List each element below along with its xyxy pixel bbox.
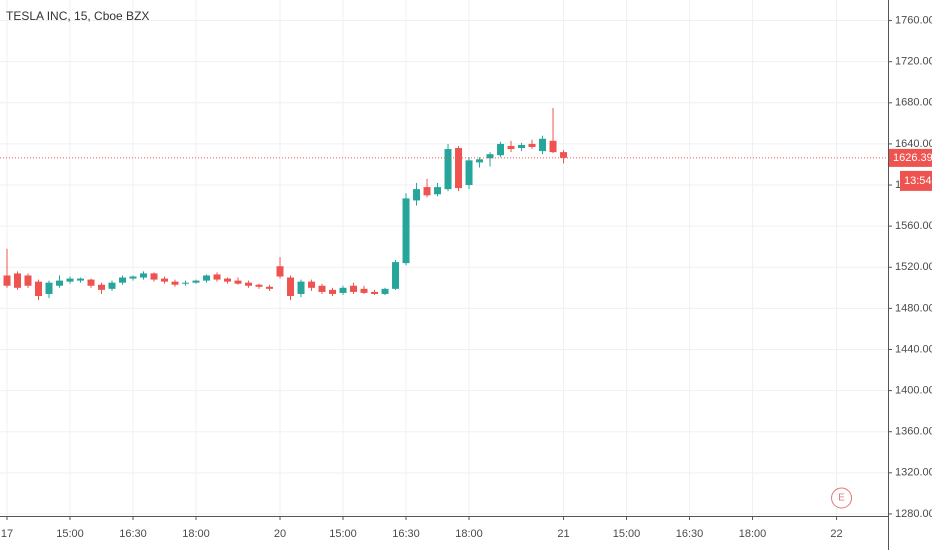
candle-body xyxy=(486,154,494,159)
y-tick-label: 1760.00 xyxy=(895,14,932,26)
candle-body xyxy=(140,273,148,278)
candle-body xyxy=(381,288,389,294)
candle-body xyxy=(507,145,515,150)
candle-body xyxy=(119,277,127,283)
y-tick-label: 1520.00 xyxy=(895,261,932,273)
candle-body xyxy=(497,143,505,156)
candle-body xyxy=(287,277,295,297)
candle-body xyxy=(213,274,221,280)
candle-body xyxy=(245,282,253,286)
x-tick-label: 16:30 xyxy=(119,528,147,540)
candle-body xyxy=(518,144,526,149)
chart-title: TESLA INC, 15, Cboe BZX xyxy=(6,9,149,23)
candle-body xyxy=(413,189,421,201)
candle-body xyxy=(423,187,431,196)
candle-body xyxy=(161,278,169,282)
candle-body xyxy=(549,140,557,153)
candle-body xyxy=(350,285,358,292)
candle-body xyxy=(87,279,95,286)
earnings-marker[interactable] xyxy=(831,487,853,509)
candle-body xyxy=(129,276,137,279)
candle-body xyxy=(392,262,400,289)
y-tick-label: 1720.00 xyxy=(895,56,932,68)
candle-body xyxy=(150,273,158,280)
candle-body xyxy=(66,278,74,282)
candle-body xyxy=(24,275,32,286)
candles: E xyxy=(0,107,888,509)
candle-body xyxy=(234,280,242,284)
candle-body xyxy=(203,275,211,281)
candle-body xyxy=(192,280,200,283)
candle-body xyxy=(182,282,190,284)
candle-body xyxy=(77,278,85,281)
candle-body xyxy=(266,286,274,289)
last-price-box xyxy=(889,148,932,167)
candle-body xyxy=(318,285,326,292)
x-tick-label: 15:00 xyxy=(329,528,357,540)
countdown-box xyxy=(900,170,932,191)
candle-body xyxy=(224,278,232,282)
candle-body xyxy=(560,152,568,158)
candle-body xyxy=(371,291,379,294)
candle-body xyxy=(3,275,11,286)
candle-body xyxy=(276,266,284,277)
candle-body xyxy=(14,273,22,288)
candle-body xyxy=(339,287,347,293)
candle-body xyxy=(402,198,410,264)
x-tick-label: 18:00 xyxy=(455,528,483,540)
candle-body xyxy=(360,288,368,293)
candle-body xyxy=(255,284,263,287)
y-tick-label: 1280.00 xyxy=(895,508,932,520)
y-tick-label: 1360.00 xyxy=(895,426,932,438)
candle-body xyxy=(56,280,64,286)
x-tick-label: 16:30 xyxy=(392,528,420,540)
last-price-label: 1626.39 xyxy=(893,152,932,164)
candle-body xyxy=(35,281,43,297)
candle-body xyxy=(308,281,316,288)
x-tick-label: 15:00 xyxy=(613,528,641,540)
y-tick-label: 1640.00 xyxy=(895,138,932,150)
y-tick-label: 1480.00 xyxy=(895,302,932,314)
candle-body xyxy=(455,148,463,189)
y-tick-label: 1400.00 xyxy=(895,385,932,397)
y-tick-label: 1680.00 xyxy=(895,97,932,109)
candle-body xyxy=(539,138,547,152)
x-tick-label: 15:00 xyxy=(56,528,84,540)
candle-body xyxy=(476,159,484,163)
earnings-label: E xyxy=(838,493,845,504)
candle-body xyxy=(108,282,116,289)
axes: 1280.00 1320.00 1360.00 1400.00 1440.00 1480.… xyxy=(1,14,932,540)
candle-body xyxy=(98,284,106,290)
y-tick-label: 1440.00 xyxy=(895,343,932,355)
candle-body xyxy=(45,282,53,294)
x-tick-label: 18:00 xyxy=(182,528,210,540)
y-tick-label: 1320.00 xyxy=(895,467,932,479)
x-tick-label: 20 xyxy=(274,528,286,540)
countdown-label: 13:54 xyxy=(904,175,932,187)
candle-body xyxy=(465,160,473,186)
candle-body xyxy=(329,289,337,294)
candle-body xyxy=(434,187,442,195)
x-tick-label: 17 xyxy=(1,528,13,540)
x-tick-label: 16:30 xyxy=(676,528,704,540)
candle-body xyxy=(444,149,452,190)
x-tick-label: 21 xyxy=(557,528,569,540)
x-tick-label: 22 xyxy=(830,528,842,540)
y-tick-label: 1560.00 xyxy=(895,220,932,232)
candle-body xyxy=(528,143,536,147)
candle-body xyxy=(171,281,179,285)
candle-body xyxy=(297,281,305,294)
x-tick-label: 18:00 xyxy=(739,528,767,540)
